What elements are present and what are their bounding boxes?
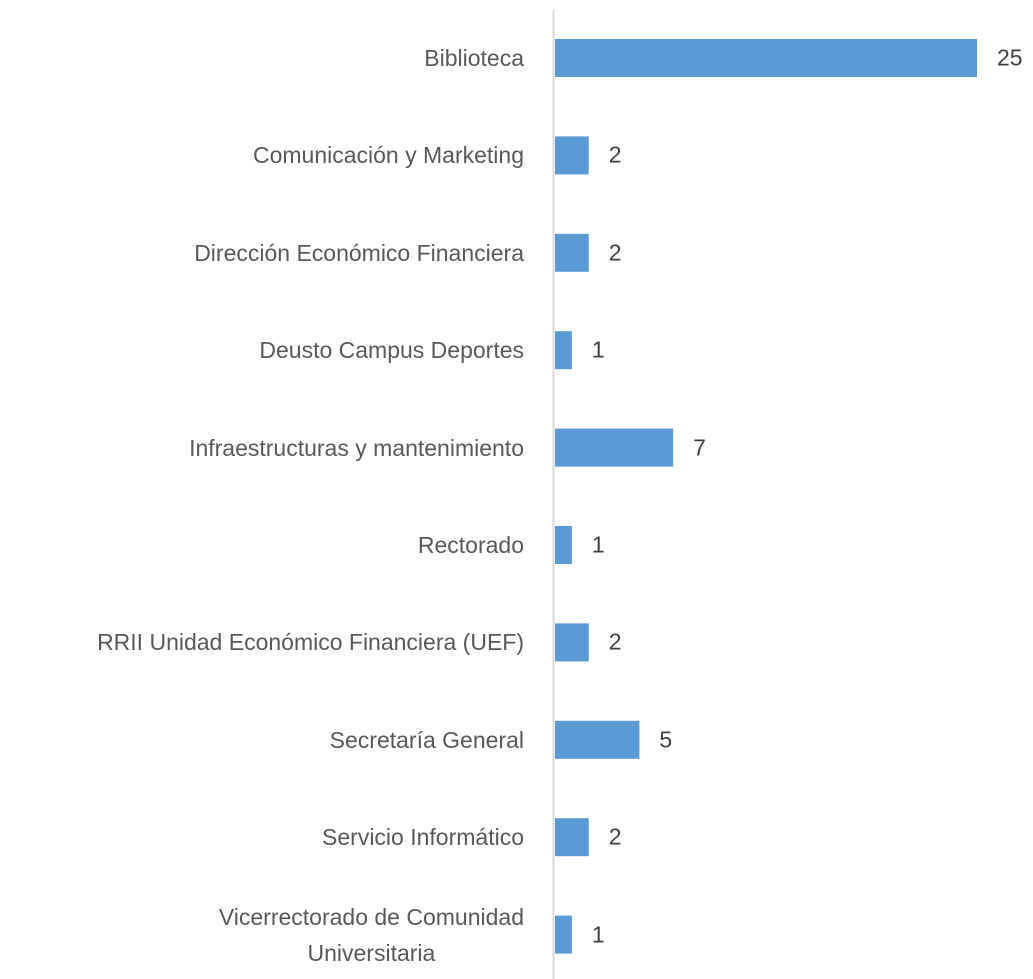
bar <box>555 526 572 564</box>
category-label: Infraestructuras y mantenimiento <box>189 434 524 461</box>
value-label: 2 <box>608 823 622 850</box>
bar <box>555 233 589 272</box>
category-label: Secretaría General <box>329 726 524 753</box>
category-label: Vicerrectorado de Comunidad Universitari… <box>218 903 524 966</box>
category-label: Servicio Informático <box>322 824 524 851</box>
value-label: 1 <box>591 336 605 363</box>
category-label: Dirección Económico Financiera <box>194 239 524 266</box>
value-label: 2 <box>608 239 622 266</box>
bar <box>555 818 589 857</box>
value-label: 1 <box>591 921 605 948</box>
bar <box>555 623 589 662</box>
bar <box>555 915 572 954</box>
value-label: 5 <box>659 726 673 753</box>
value-label: 25 <box>997 44 1023 71</box>
category-label: Rectorado <box>417 532 524 558</box>
category-label: Comunicación y Marketing <box>252 142 524 169</box>
bar <box>555 39 977 77</box>
value-label: 1 <box>591 531 605 558</box>
category-label: Biblioteca <box>424 45 524 71</box>
bar <box>555 331 572 370</box>
value-label: 2 <box>608 628 622 655</box>
bar <box>555 720 640 759</box>
bar <box>555 136 589 175</box>
category-label: Deusto Campus Deportes <box>259 337 524 364</box>
value-label: 2 <box>608 141 622 168</box>
bar <box>555 428 674 467</box>
category-label: RRII Unidad Económico Financiera (UEF) <box>97 629 524 656</box>
value-label: 7 <box>693 434 706 461</box>
